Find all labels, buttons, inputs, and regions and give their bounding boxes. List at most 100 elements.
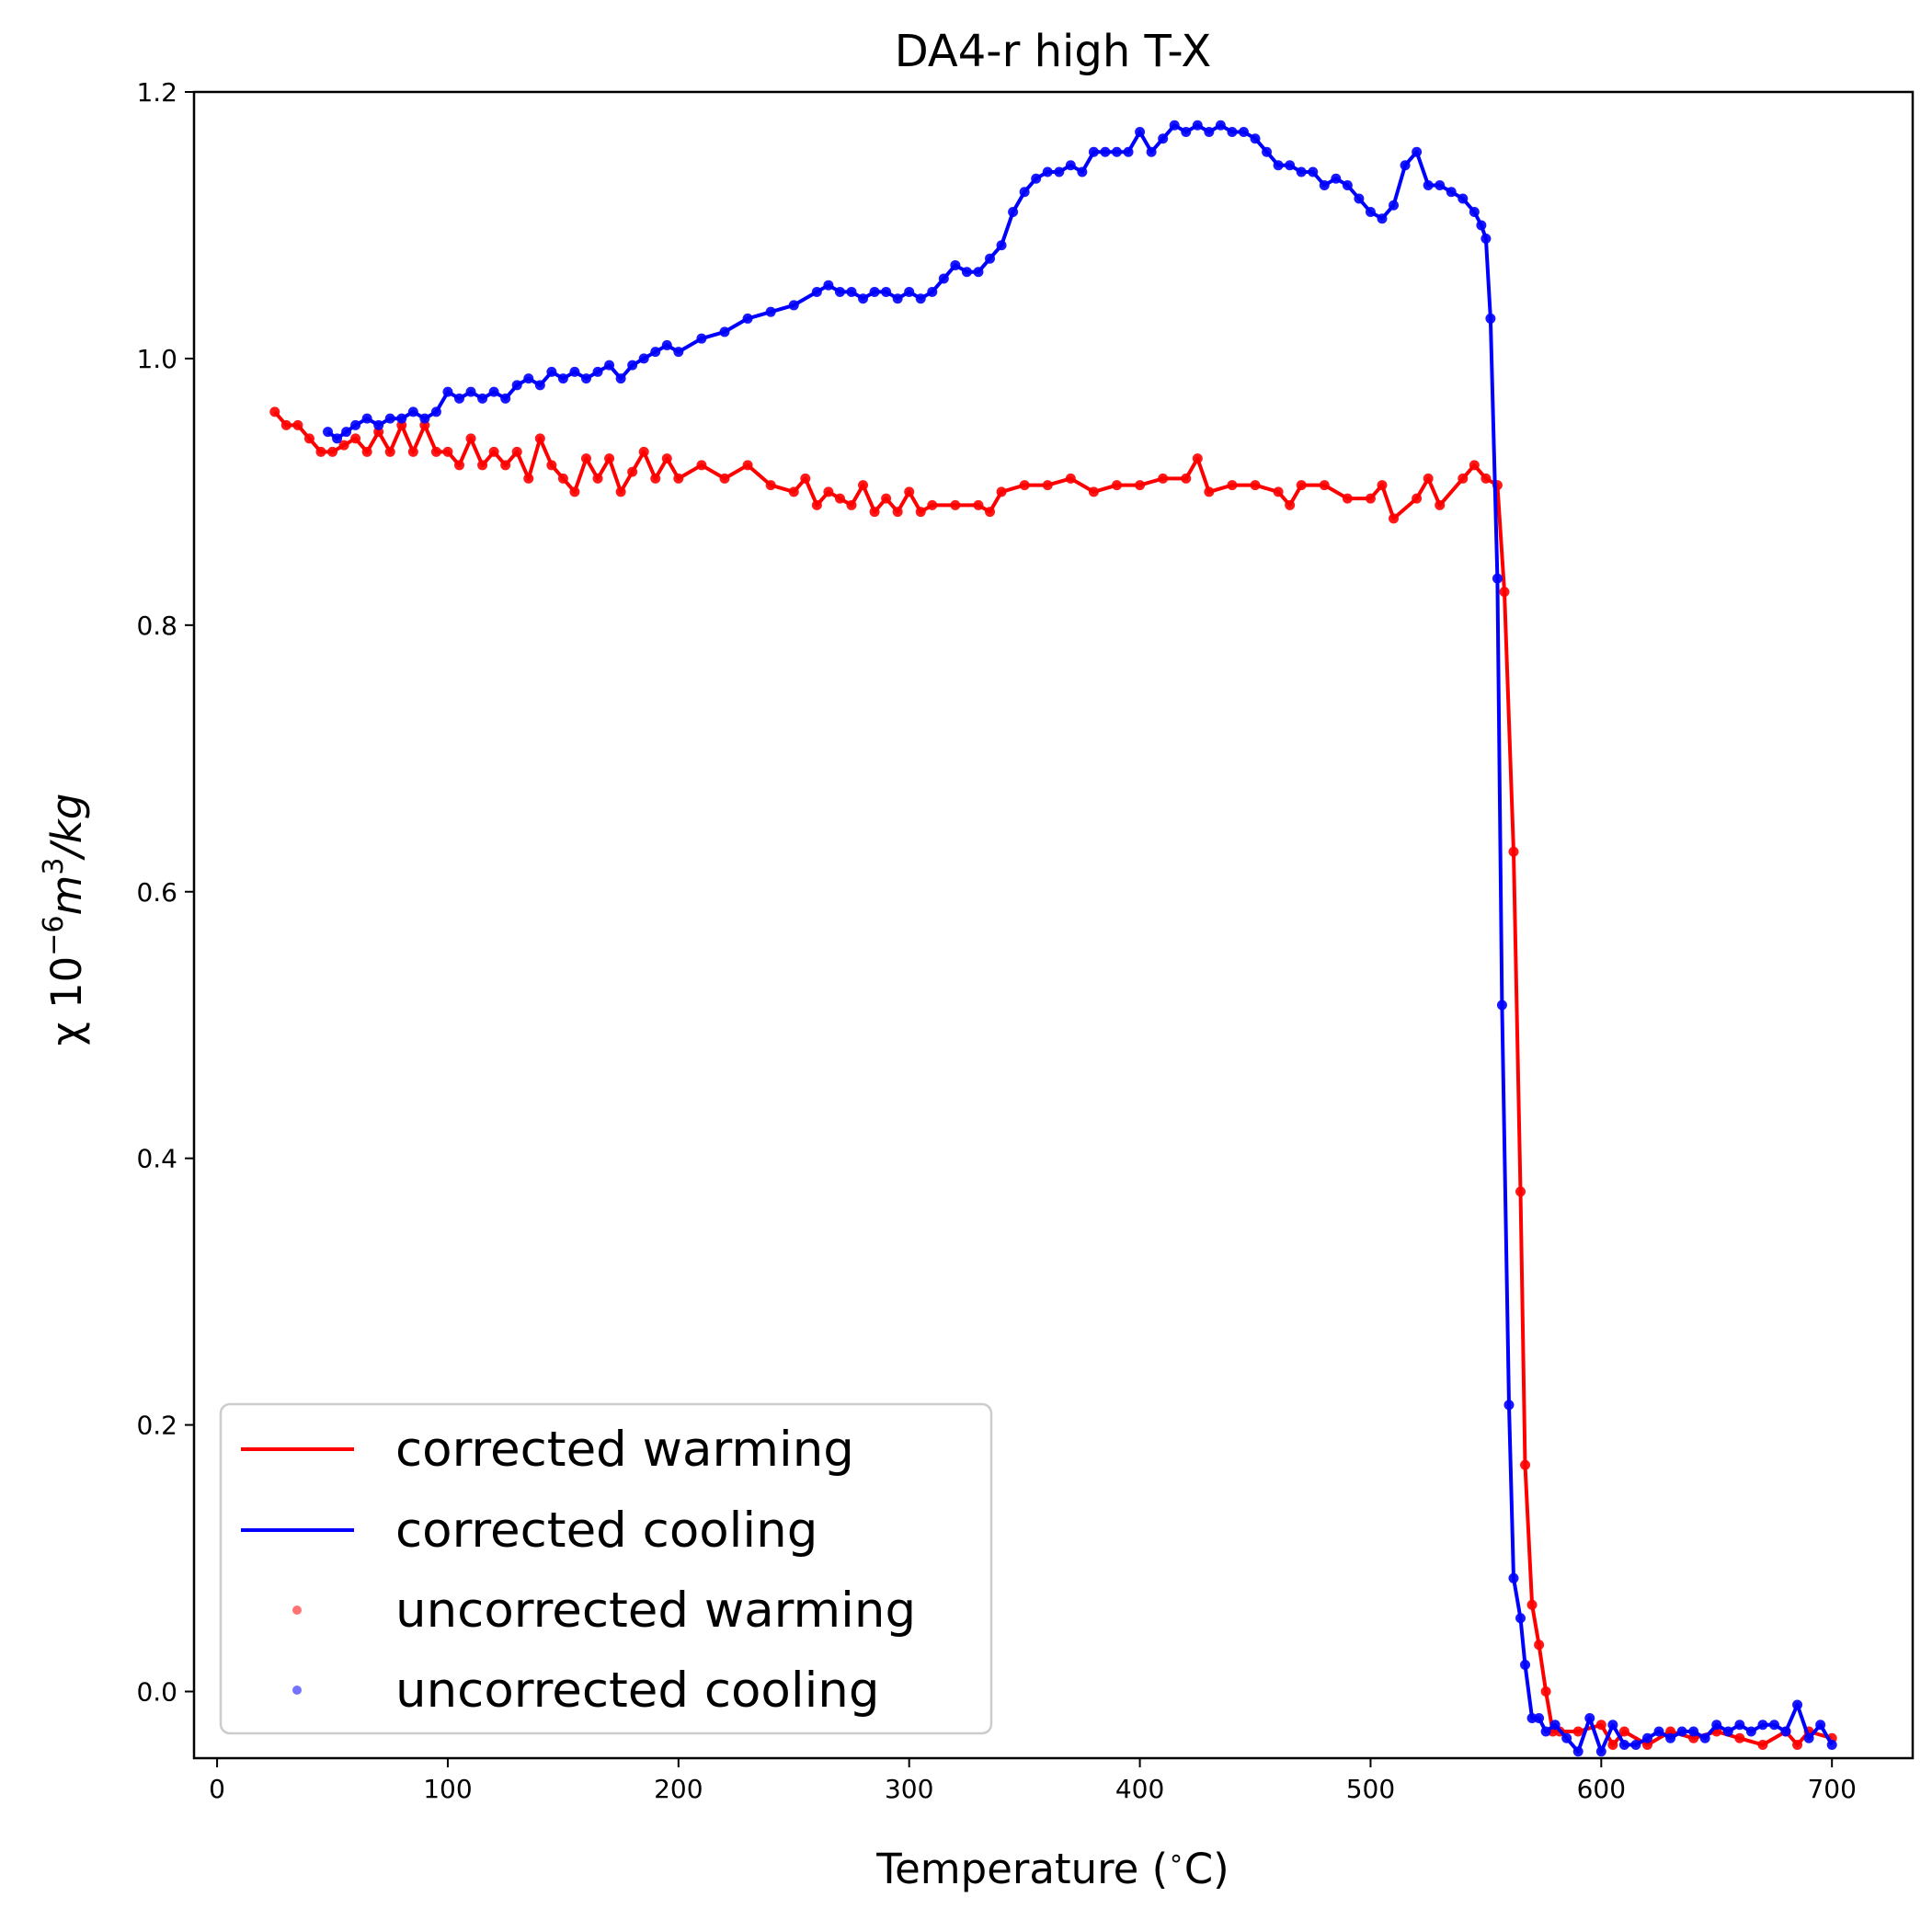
data-point-corrected-cooling	[488, 386, 499, 397]
y-axis-label-text: χ 10	[42, 956, 91, 1046]
x-tick-label: 700	[1807, 1774, 1856, 1804]
data-point-corrected-cooling	[569, 366, 580, 377]
data-point-corrected-cooling	[834, 286, 845, 297]
legend-label-uncorrected-cooling: uncorrected cooling	[395, 1663, 880, 1719]
data-point-corrected-warming	[846, 499, 857, 510]
data-point-corrected-warming	[765, 480, 776, 491]
data-point-corrected-cooling	[500, 393, 511, 404]
data-point-corrected-warming	[1019, 480, 1030, 491]
data-point-corrected-cooling	[1641, 1732, 1652, 1743]
data-point-corrected-cooling	[696, 333, 707, 344]
data-point-corrected-cooling	[1803, 1732, 1814, 1743]
x-tick-label: 100	[423, 1774, 472, 1804]
data-point-corrected-cooling	[661, 339, 672, 350]
x-tick-label: 400	[1115, 1774, 1164, 1804]
data-point-corrected-cooling	[1169, 120, 1180, 131]
data-point-corrected-warming	[327, 446, 338, 457]
data-point-corrected-warming	[1526, 1599, 1538, 1610]
data-point-corrected-warming	[1181, 473, 1192, 484]
data-point-corrected-cooling	[1008, 206, 1019, 217]
data-point-corrected-warming	[823, 486, 834, 497]
data-point-corrected-warming	[523, 473, 534, 484]
data-point-corrected-warming	[280, 419, 292, 430]
data-point-corrected-cooling	[1204, 126, 1215, 137]
data-point-corrected-warming	[1520, 1459, 1531, 1470]
data-point-corrected-warming	[1458, 473, 1469, 484]
y-axis-label: χ 10−6m3/kg	[38, 794, 91, 1046]
data-point-corrected-cooling	[1192, 120, 1203, 131]
data-point-corrected-cooling	[892, 293, 903, 304]
data-point-corrected-cooling	[765, 306, 776, 317]
data-point-corrected-warming	[650, 473, 661, 484]
data-point-corrected-warming	[1534, 1640, 1545, 1651]
data-point-corrected-cooling	[1238, 126, 1249, 137]
data-point-corrected-warming	[338, 440, 349, 451]
data-point-corrected-cooling	[1676, 1726, 1687, 1737]
data-point-corrected-cooling	[1389, 200, 1400, 211]
data-point-corrected-cooling	[1549, 1720, 1560, 1731]
data-point-corrected-cooling	[1054, 166, 1065, 177]
data-point-corrected-warming	[384, 446, 395, 457]
y-tick-label: 0.0	[136, 1677, 177, 1708]
data-point-corrected-warming	[996, 486, 1007, 497]
data-point-corrected-cooling	[869, 286, 880, 297]
legend: corrected warming corrected cooling unco…	[219, 1402, 993, 1735]
data-point-corrected-cooling	[627, 360, 638, 371]
data-point-corrected-warming	[1540, 1686, 1551, 1697]
data-point-corrected-cooling	[1722, 1726, 1733, 1737]
data-point-corrected-warming	[661, 453, 672, 464]
data-point-corrected-cooling	[938, 273, 949, 284]
data-point-corrected-cooling	[1745, 1726, 1756, 1737]
data-point-corrected-cooling	[1492, 573, 1503, 584]
data-point-corrected-cooling	[881, 286, 892, 297]
data-point-corrected-cooling	[1780, 1726, 1791, 1737]
data-point-corrected-cooling	[742, 313, 753, 324]
data-point-corrected-cooling	[1400, 160, 1411, 171]
data-point-corrected-cooling	[1653, 1726, 1664, 1737]
data-point-corrected-cooling	[1146, 146, 1157, 157]
data-point-corrected-warming	[834, 493, 845, 504]
data-point-corrected-warming	[361, 446, 372, 457]
data-point-corrected-warming	[500, 460, 511, 471]
y-axis-label-unit: m	[42, 875, 91, 916]
data-point-corrected-cooling	[1584, 1713, 1595, 1724]
data-point-corrected-cooling	[1042, 166, 1053, 177]
data-point-corrected-cooling	[1485, 313, 1496, 324]
data-point-corrected-warming	[465, 433, 476, 444]
y-axis-label-unit-exponent: 3	[38, 858, 70, 875]
data-point-corrected-cooling	[1480, 233, 1492, 244]
data-point-corrected-warming	[442, 446, 453, 457]
data-point-corrected-warming	[1273, 486, 1284, 497]
data-point-corrected-warming	[1508, 846, 1519, 857]
data-point-corrected-warming	[673, 473, 684, 484]
data-point-corrected-cooling	[1088, 146, 1099, 157]
data-point-corrected-cooling	[1412, 146, 1423, 157]
legend-swatch-uncorrected-cooling	[292, 1686, 302, 1695]
data-point-corrected-cooling	[1699, 1732, 1710, 1743]
data-point-corrected-cooling	[1476, 220, 1487, 231]
data-point-corrected-cooling	[361, 413, 372, 424]
data-point-corrected-cooling	[1469, 206, 1480, 217]
data-point-corrected-cooling	[1100, 146, 1111, 157]
data-point-corrected-cooling	[454, 393, 465, 404]
data-point-corrected-warming	[1296, 480, 1307, 491]
data-point-corrected-warming	[696, 460, 707, 471]
data-point-corrected-cooling	[1250, 133, 1261, 144]
legend-swatch-uncorrected-warming	[292, 1606, 302, 1615]
data-point-corrected-cooling	[1342, 179, 1353, 190]
data-point-corrected-cooling	[373, 419, 384, 430]
data-point-corrected-cooling	[858, 293, 869, 304]
data-point-corrected-cooling	[1572, 1746, 1583, 1757]
data-point-corrected-warming	[927, 499, 938, 510]
data-point-corrected-warming	[1250, 480, 1261, 491]
y-tick-label: 0.4	[136, 1144, 177, 1174]
y-tick-label: 0.6	[136, 877, 177, 908]
data-point-corrected-warming	[1572, 1726, 1583, 1737]
data-point-corrected-cooling	[1734, 1720, 1745, 1731]
data-point-corrected-cooling	[1534, 1713, 1545, 1724]
data-point-corrected-warming	[315, 446, 326, 457]
data-point-corrected-warming	[1111, 480, 1122, 491]
data-point-corrected-warming	[1515, 1186, 1526, 1197]
data-point-corrected-cooling	[1607, 1720, 1618, 1731]
